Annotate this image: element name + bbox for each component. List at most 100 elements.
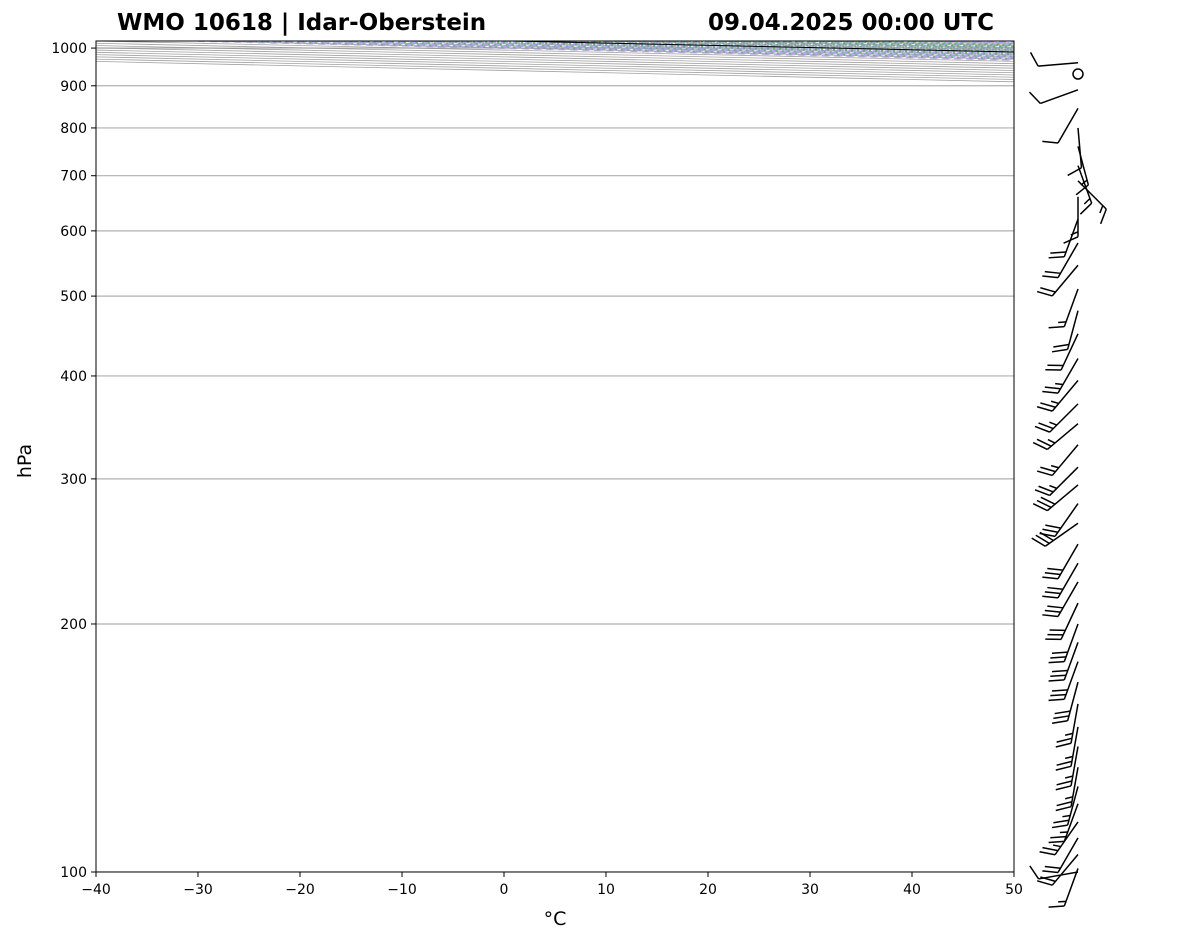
x-tick-label: 50 — [1005, 882, 1023, 898]
barb-staff — [1063, 218, 1079, 257]
wind-barb — [1042, 543, 1079, 580]
barb-staff — [1051, 444, 1079, 476]
barb-staff — [1070, 746, 1079, 787]
x-tick-label: 10 — [597, 882, 615, 898]
wind-barb — [1042, 837, 1079, 874]
wind-barb — [1045, 333, 1079, 371]
barb-feather — [1056, 760, 1073, 766]
barb-feather — [1099, 205, 1104, 214]
barb-staff — [1060, 602, 1079, 640]
barb-staff — [1060, 333, 1079, 371]
wind-barb — [1045, 602, 1079, 641]
dry-adiabat-50 — [1033, 41, 1181, 872]
barb-feather — [1048, 698, 1065, 702]
barb-staff — [1046, 423, 1079, 451]
barb-staff — [1063, 803, 1079, 842]
barb-feather — [1040, 496, 1056, 505]
barb-feather — [1050, 835, 1067, 839]
barb-feather — [1050, 693, 1067, 697]
y-tick-label: 300 — [60, 472, 87, 488]
wind-barb — [1034, 403, 1079, 433]
barb-feather — [1029, 52, 1039, 67]
barb-feather — [1042, 140, 1059, 144]
wind-barb — [1034, 466, 1079, 497]
barb-staff — [1051, 264, 1079, 297]
barb-feather — [1055, 382, 1064, 386]
barb-feather — [1048, 905, 1065, 908]
wind-barb — [1072, 68, 1084, 80]
barb-staff — [1049, 403, 1079, 433]
temperature-profile-line — [1175, 55, 1181, 872]
barb-staff — [1063, 288, 1079, 327]
barb-feather — [1044, 270, 1061, 275]
barb-feather — [1050, 674, 1067, 678]
x-tick-label: 20 — [699, 882, 717, 898]
barb-feather — [1047, 567, 1064, 571]
barb-feather — [1040, 402, 1056, 408]
x-axis-ticks: −40 −30 −20 −10 0 10 20 30 40 50 — [81, 872, 1023, 898]
barb-staff — [1057, 837, 1079, 873]
y-tick-label: 200 — [60, 617, 87, 633]
barb-staff — [1057, 358, 1079, 394]
wind-barb — [1039, 821, 1079, 856]
barb-feather — [1050, 464, 1059, 469]
barb-feather — [1064, 775, 1073, 779]
barb-staff — [1077, 165, 1093, 204]
barb-feather — [1051, 824, 1068, 829]
wind-barb — [1029, 865, 1079, 880]
plot-background — [96, 41, 1014, 872]
barb-feather — [1058, 321, 1067, 324]
barb-feather — [1056, 801, 1073, 807]
wind-barb — [1051, 681, 1079, 724]
barb-staff — [1051, 854, 1079, 886]
x-tick-label: −30 — [183, 882, 213, 898]
barb-feather — [1062, 814, 1071, 818]
wind-barb — [1028, 89, 1079, 105]
barb-feather — [1051, 720, 1068, 724]
barb-feather — [1032, 441, 1048, 451]
barb-staff — [1054, 821, 1079, 856]
wind-barb — [1042, 242, 1079, 279]
title-left: WMO 10618 | Idar-Oberstein — [117, 10, 486, 36]
barb-feather — [1028, 91, 1041, 104]
barb-feather — [1042, 275, 1059, 279]
wind-barb — [1055, 746, 1079, 791]
barb-feather — [1055, 785, 1072, 791]
wind-barb — [1039, 503, 1079, 538]
barb-feather — [1048, 660, 1065, 664]
wind-barb — [1055, 726, 1079, 771]
barb-feather — [1052, 844, 1061, 848]
barb-staff — [1077, 127, 1083, 168]
barb-feather — [1055, 765, 1072, 771]
wind-barb — [1036, 444, 1079, 477]
y-tick-label: 500 — [60, 289, 87, 305]
barb-staff — [1077, 146, 1090, 186]
barb-staff — [1063, 623, 1079, 662]
wind-barb — [1055, 703, 1079, 748]
barb-feather — [1050, 400, 1059, 405]
wind-barb — [1048, 623, 1079, 664]
y-tick-label: 800 — [60, 121, 87, 137]
barb-feather — [1042, 528, 1059, 533]
wind-barb — [1048, 868, 1079, 908]
barb-feather — [1042, 870, 1059, 874]
barb-feather — [1042, 595, 1059, 599]
barb-staff — [1066, 786, 1079, 826]
barb-staff — [1066, 681, 1079, 721]
barb-feather — [1064, 755, 1073, 760]
barb-feather — [1059, 831, 1068, 834]
barb-feather — [1056, 780, 1073, 786]
barb-staff — [1070, 703, 1079, 744]
wind-barb — [1063, 196, 1079, 244]
barb-feather — [1056, 737, 1073, 743]
barb-staff — [1054, 503, 1079, 537]
barb-feather — [1038, 485, 1054, 493]
barb-feather — [1064, 732, 1073, 736]
barb-feather — [1034, 489, 1050, 497]
wind-barb — [1051, 310, 1079, 353]
barb-feather — [1042, 846, 1059, 852]
barb-feather — [1099, 208, 1107, 225]
y-tick-label: 1000 — [51, 41, 87, 57]
barb-feather — [1039, 851, 1056, 856]
wind-barb — [1077, 180, 1107, 225]
